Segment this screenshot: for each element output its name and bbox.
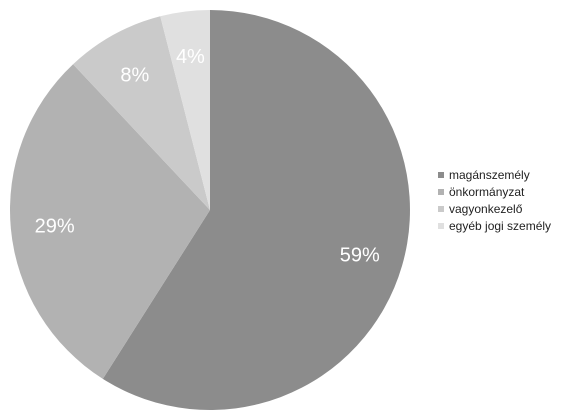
- pie-slice-3: [160, 10, 210, 210]
- pie-slice-2: [73, 16, 210, 211]
- legend-label: egyéb jogi személy: [449, 218, 552, 233]
- pie-slice-0: [102, 10, 410, 411]
- pie-slice-1: [9, 64, 210, 379]
- legend-label: önkormányzat: [449, 184, 525, 199]
- pie-slice-label-3: 4%: [176, 46, 205, 68]
- legend-label: vagyonkezelő: [449, 201, 523, 216]
- pie-slice-label-0: 59%: [340, 245, 380, 267]
- legend-swatch: [438, 222, 444, 229]
- legend-item-maganszemely: magánszemély: [438, 166, 551, 183]
- pie-labels: 59% 29% 8% 4%: [35, 46, 380, 266]
- legend-swatch: [438, 171, 444, 178]
- legend-item-onkormanyzat: önkormányzat: [438, 183, 551, 200]
- chart-legend: magánszemély önkormányzat vagyonkezelő e…: [438, 166, 551, 234]
- legend-item-vagyonkezelo: vagyonkezelő: [438, 200, 551, 217]
- legend-swatch: [438, 188, 444, 195]
- pie-slices: [9, 10, 410, 411]
- pie-slice-label-1: 29%: [35, 216, 75, 238]
- legend-item-egyeb-jogi-szemely: egyéb jogi személy: [438, 217, 551, 234]
- legend-label: magánszemély: [449, 167, 530, 182]
- legend-swatch: [438, 205, 444, 212]
- pie-slice-label-2: 8%: [120, 64, 149, 86]
